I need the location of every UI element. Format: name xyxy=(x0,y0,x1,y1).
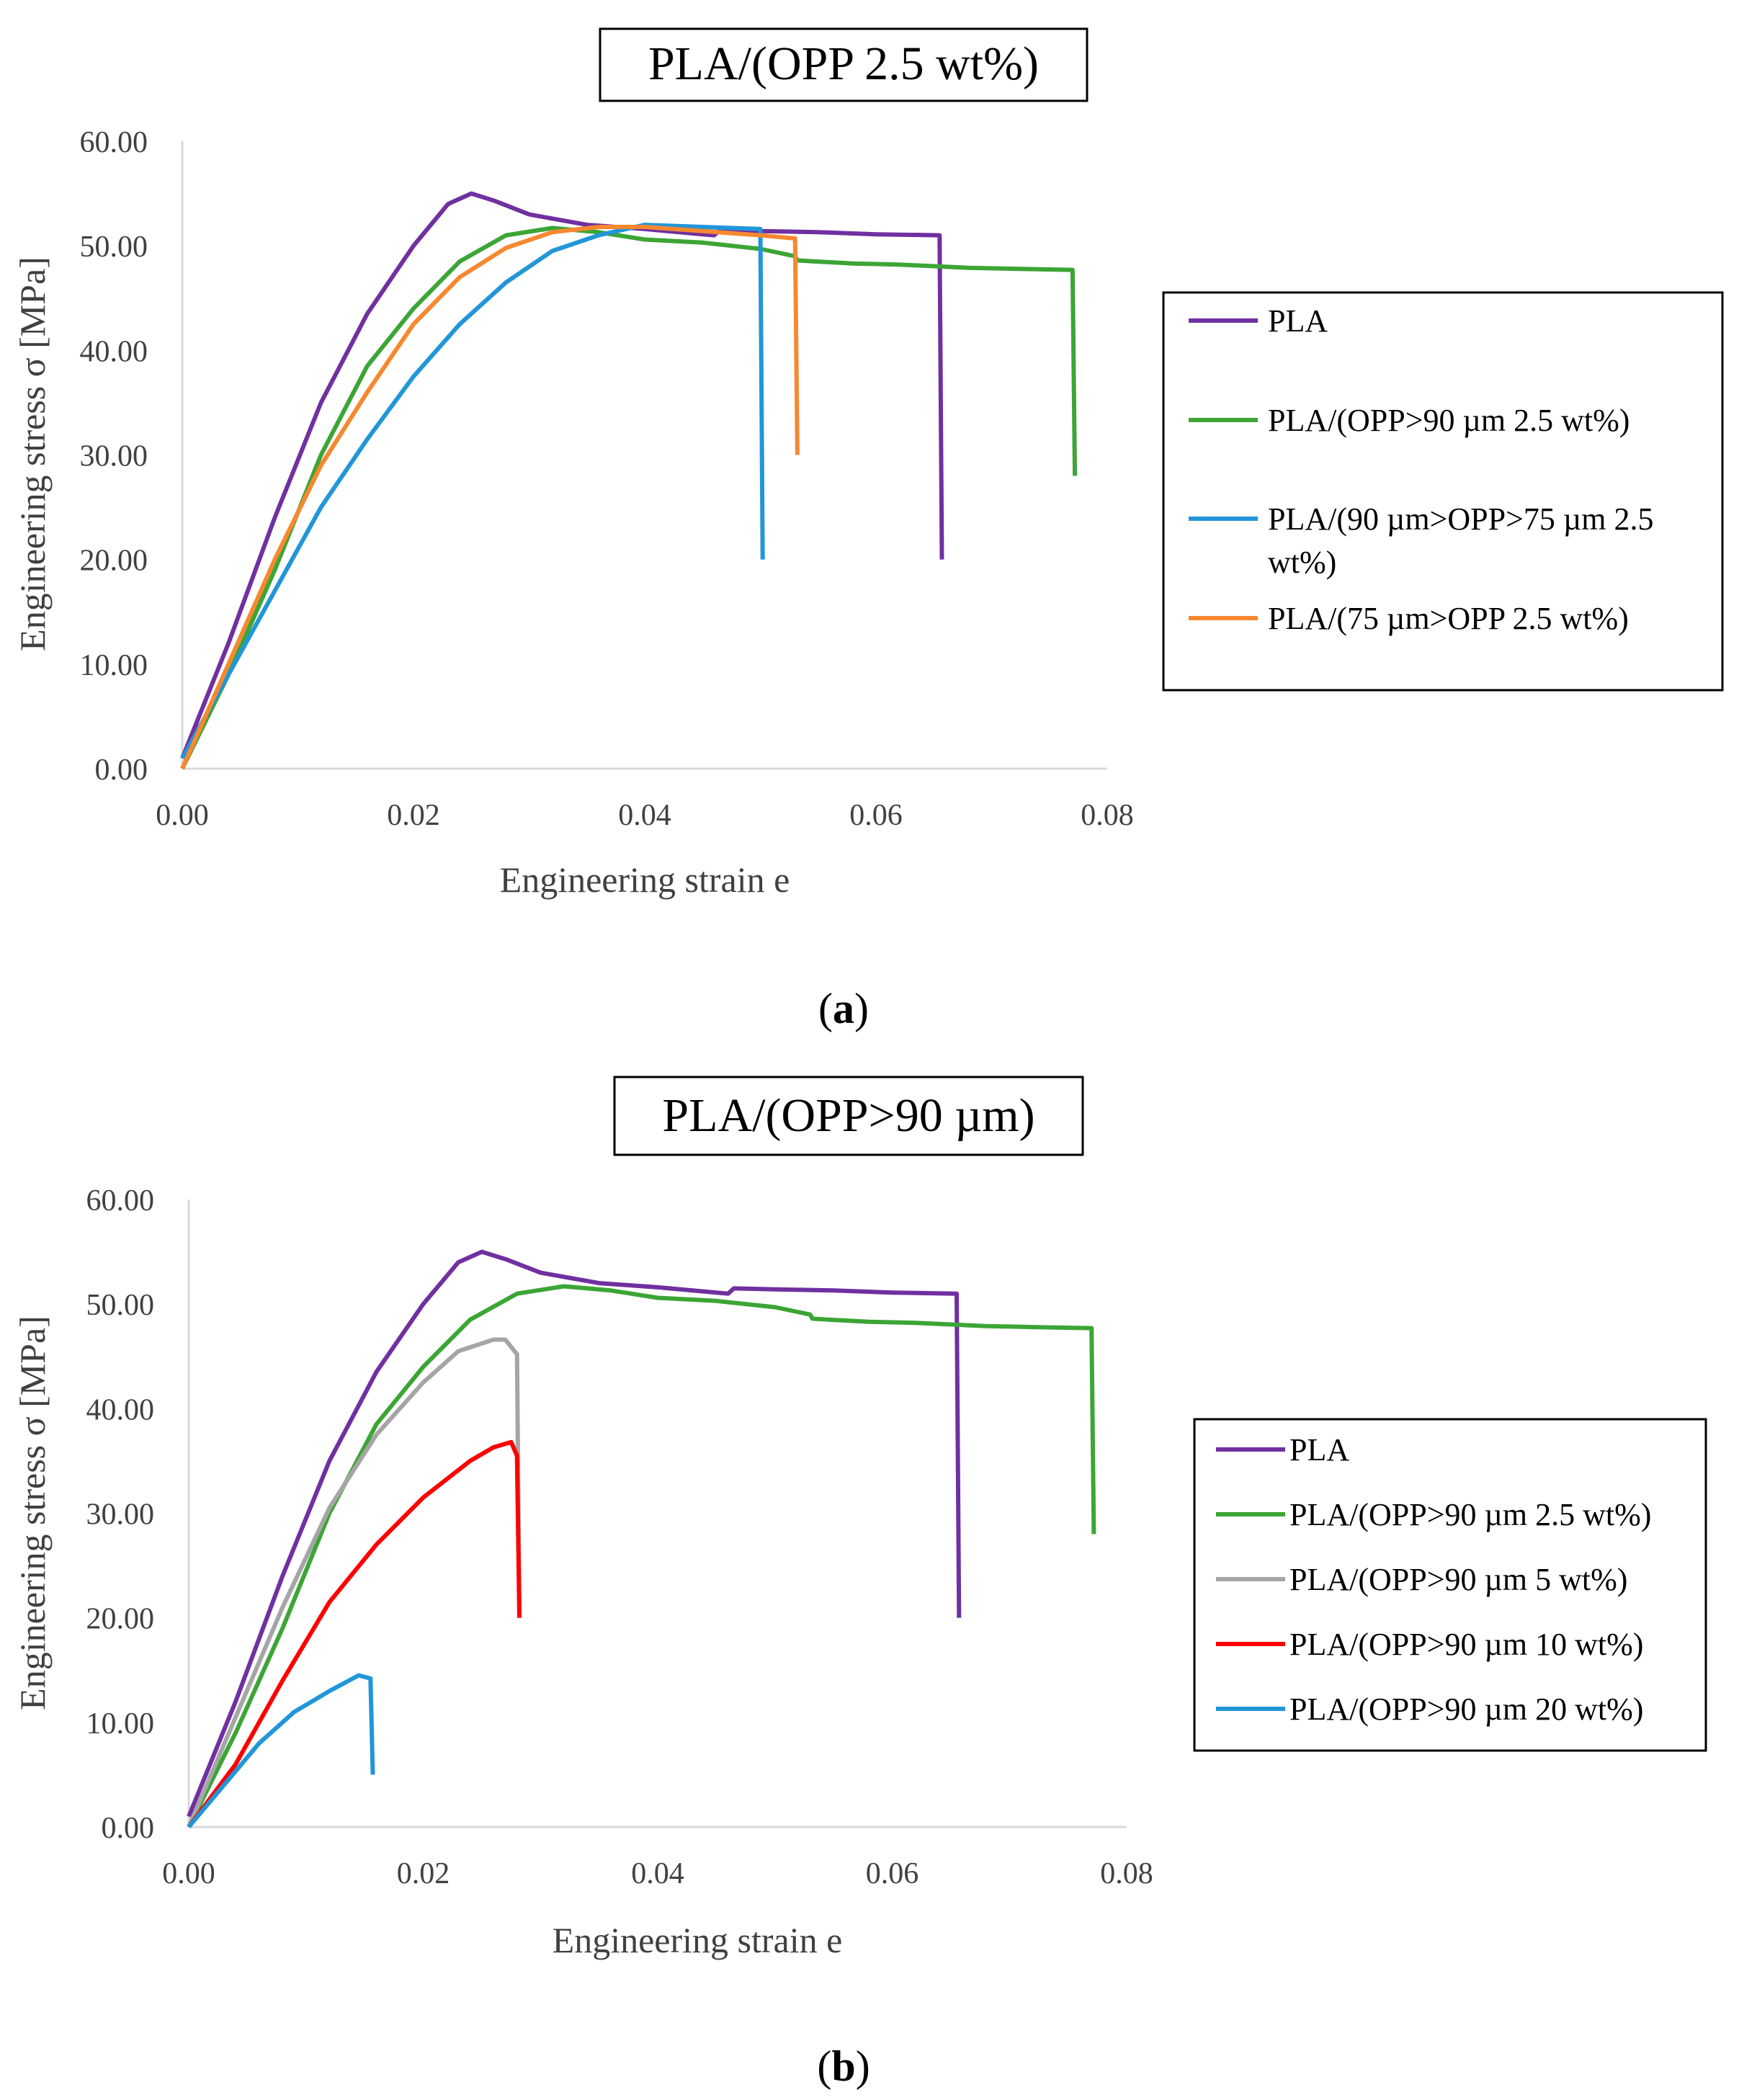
panel-a-label: (a) xyxy=(818,985,869,1032)
series-line-pla-opp-90-m-5-wt xyxy=(187,1337,522,1828)
legend-entry-pla: PLA xyxy=(1216,1432,1349,1467)
legend-entry-pla-75-m-opp-2-5-wt: PLA/(75 µm>OPP 2.5 wt%) xyxy=(1189,601,1629,636)
x-tick-label: 0.06 xyxy=(866,1857,919,1890)
y-tick-label: 60.00 xyxy=(86,1184,155,1217)
x-tick-label: 0.08 xyxy=(1100,1857,1153,1890)
y-tick-label: 60.00 xyxy=(80,126,148,159)
legend-label: PLA/(OPP>90 µm 5 wt%) xyxy=(1289,1562,1627,1597)
panel-b: PLA/(OPP>90 µm) 0.00 10.00 20.00 30.00 40.00… xyxy=(12,1076,1707,2090)
legend-label: PLA/(OPP>90 µm 2.5 wt%) xyxy=(1268,403,1630,438)
chart-b-x-ticks: 0.00 0.02 0.04 0.06 0.08 xyxy=(162,1857,1153,1890)
y-tick-label: 30.00 xyxy=(86,1498,155,1532)
x-tick-label: 0.06 xyxy=(849,799,903,832)
legend-label: PLA/(OPP>90 µm 10 wt%) xyxy=(1289,1627,1643,1662)
legend-entry-pla-90-m-opp-75-m-2-5-wt: PLA/(90 µm>OPP>75 µm 2.5 wt%) xyxy=(1189,501,1654,580)
chart-b-title: PLA/(OPP>90 µm) xyxy=(662,1089,1034,1142)
chart-a-x-ticks: 0.00 0.02 0.04 0.06 0.08 xyxy=(156,799,1134,832)
y-tick-label: 20.00 xyxy=(80,545,148,578)
chart-a-legend xyxy=(1162,291,1724,692)
chart-b-title-box xyxy=(613,1076,1084,1156)
chart-b-legend xyxy=(1193,1418,1707,1752)
series-line-pla-75-m-opp-2-5-wt xyxy=(180,225,800,770)
y-tick-label: 0.00 xyxy=(95,754,148,787)
legend-label: PLA xyxy=(1289,1432,1349,1467)
legend-label: PLA/(90 µm>OPP>75 µm 2.5 wt%) xyxy=(1268,501,1654,580)
chart-b-x-label: Engineering strain e xyxy=(553,1920,843,1960)
legend-entry-pla-opp-90-m-2-5-wt: PLA/(OPP>90 µm 2.5 wt%) xyxy=(1189,403,1630,438)
series-line-pla-opp-90-m-10-wt xyxy=(187,1439,522,1828)
x-tick-label: 0.04 xyxy=(618,799,671,832)
y-tick-label: 10.00 xyxy=(80,649,148,682)
panel-b-label: (b) xyxy=(817,2042,870,2090)
x-tick-label: 0.02 xyxy=(397,1857,450,1890)
chart-b-legend-entries: PLA PLA/(OPP>90 µm 2.5 wt%) PLA/(OPP>90 µm… xyxy=(1216,1432,1651,1727)
series-line-pla-90-m-opp-75-m-2-5-wt xyxy=(180,223,765,759)
x-tick-label: 0.00 xyxy=(156,799,209,832)
legend-entry-pla-opp-90-m-10-wt: PLA/(OPP>90 µm 10 wt%) xyxy=(1216,1627,1643,1662)
chart-a-plot xyxy=(180,191,1078,770)
panel-a: PLA/(OPP 2.5 wt%) 0.00 10.00 20.00 30.00 40.… xyxy=(12,27,1724,1032)
chart-a-legend-entries: PLA PLA/(OPP>90 µm 2.5 wt%) PLA/(90 µm>OPP… xyxy=(1189,303,1654,636)
y-tick-label: 20.00 xyxy=(86,1603,155,1636)
y-tick-label: 40.00 xyxy=(80,335,148,368)
x-tick-label: 0.00 xyxy=(162,1857,215,1890)
chart-b-plot xyxy=(187,1249,1096,1828)
y-tick-label: 0.00 xyxy=(102,1812,155,1845)
x-tick-label: 0.04 xyxy=(631,1857,684,1890)
y-tick-label: 40.00 xyxy=(86,1393,155,1426)
series-line-pla xyxy=(187,1249,962,1818)
series-line-pla xyxy=(180,191,944,759)
x-tick-label: 0.08 xyxy=(1081,799,1134,832)
series-line-pla-opp-90-m-2-5-wt xyxy=(180,225,1078,770)
chart-b-y-label: Engineering stress σ [MPa] xyxy=(12,1315,53,1710)
x-tick-label: 0.02 xyxy=(387,799,440,832)
y-tick-label: 30.00 xyxy=(80,440,148,473)
legend-label: PLA/(OPP>90 µm 20 wt%) xyxy=(1289,1692,1643,1727)
series-line-pla-opp-90-m-20-wt xyxy=(187,1673,375,1828)
chart-a-y-label: Engineering stress σ [MPa] xyxy=(12,256,53,651)
y-tick-label: 10.00 xyxy=(86,1707,155,1741)
legend-entry-pla-opp-90-m-2-5-wt: PLA/(OPP>90 µm 2.5 wt%) xyxy=(1216,1497,1651,1532)
legend-entry-pla-opp-90-m-20-wt: PLA/(OPP>90 µm 20 wt%) xyxy=(1216,1692,1643,1727)
legend-entry-pla-opp-90-m-5-wt: PLA/(OPP>90 µm 5 wt%) xyxy=(1216,1562,1627,1597)
chart-a-title: PLA/(OPP 2.5 wt%) xyxy=(648,37,1039,90)
legend-label: PLA/(OPP>90 µm 2.5 wt%) xyxy=(1289,1497,1651,1532)
y-tick-label: 50.00 xyxy=(80,231,148,264)
chart-a-x-label: Engineering strain e xyxy=(500,859,790,900)
chart-a-title-box xyxy=(599,27,1088,102)
legend-entry-pla: PLA xyxy=(1189,303,1328,339)
legend-label: PLA xyxy=(1268,303,1328,339)
chart-b-y-ticks: 0.00 10.00 20.00 30.00 40.00 50.00 60.00 xyxy=(86,1184,155,1845)
legend-label: PLA/(75 µm>OPP 2.5 wt%) xyxy=(1268,601,1629,636)
y-tick-label: 50.00 xyxy=(86,1289,155,1322)
chart-a-y-ticks: 0.00 10.00 20.00 30.00 40.00 50.00 60.00 xyxy=(80,126,148,787)
